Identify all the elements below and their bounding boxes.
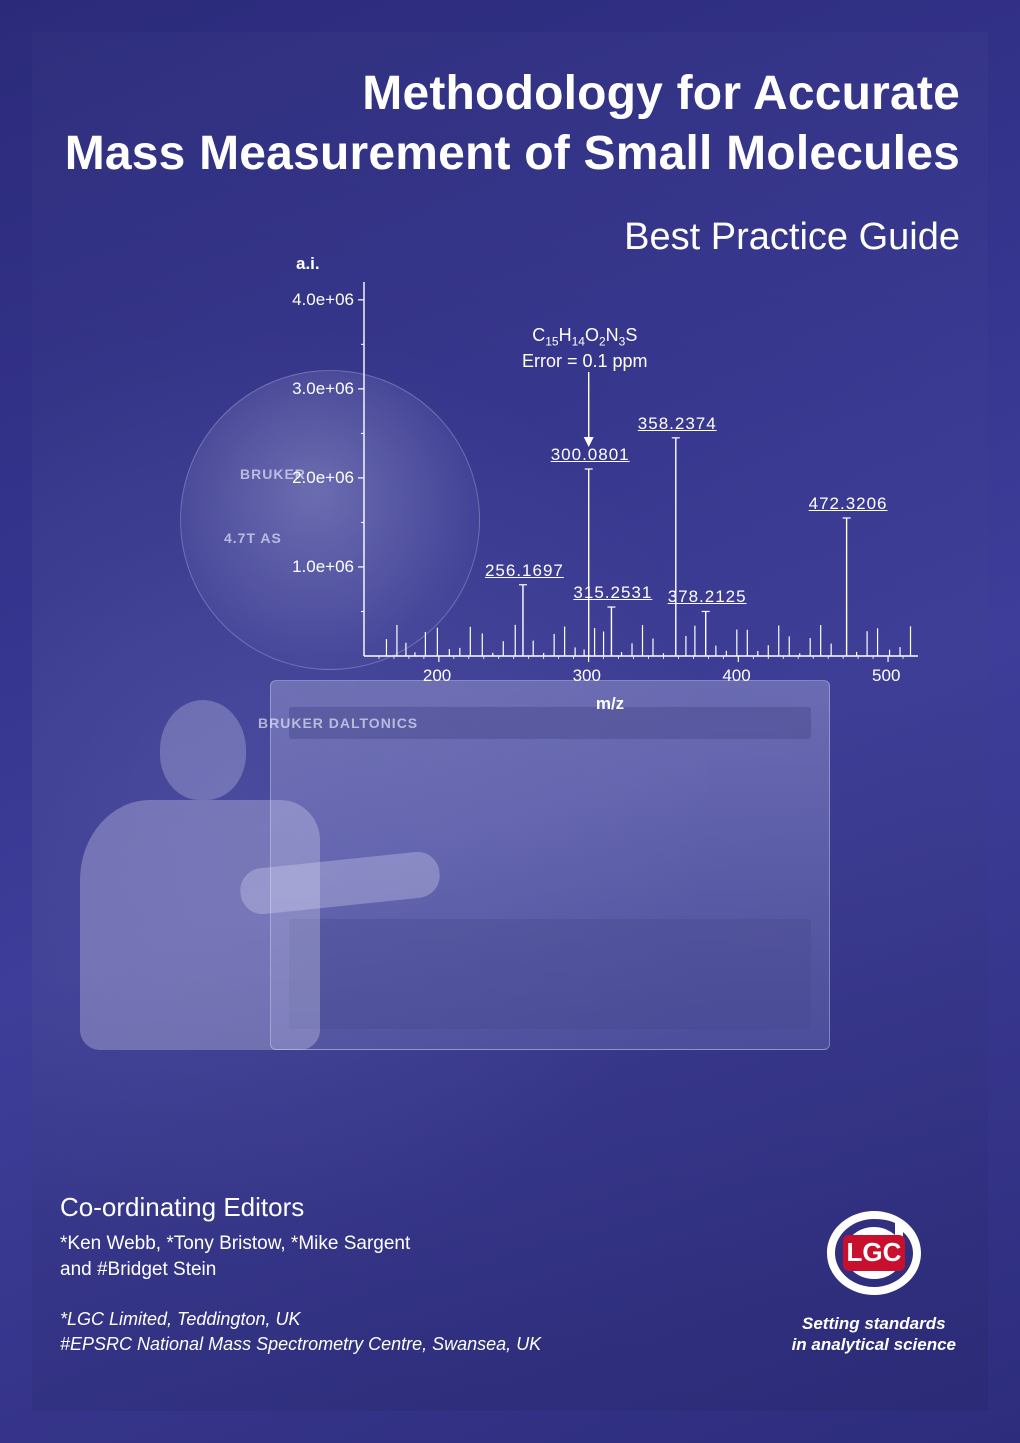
peak-label: 472.3206 [809,494,888,514]
peak-label: 315.2531 [573,583,652,603]
y-tick-label: 1.0e+06 [290,557,354,577]
cover-photo-area: BRUKER 4.7T AS BRUKER DALTONICS a.i. m/z… [60,260,960,1060]
editors-line-2: and #Bridget Stein [60,1259,680,1281]
scientist-illustration [20,650,310,1050]
peak-label: 358.2374 [638,414,717,434]
peak-label: 378.2125 [668,587,747,607]
x-tick-label: 500 [872,666,900,686]
editors-line-1: *Ken Webb, *Tony Bristow, *Mike Sargent [60,1233,680,1255]
y-tick-label: 2.0e+06 [290,468,354,488]
title-line-1: Methodology for Accurate [362,67,960,120]
brand-tagline: Setting standards in analytical science [792,1313,956,1356]
peak-annotation: C15H14O2N3S Error = 0.1 ppm [522,324,648,374]
x-tick-label: 400 [722,666,750,686]
mass-spectrum-chart: a.i. m/z C15H14O2N3S Error = 0.1 ppm 256… [290,260,930,710]
peak-label: 256.1697 [485,561,564,581]
x-axis-label: m/z [596,694,624,714]
peak-label: 300.0801 [551,445,630,465]
brand-block: LGC Setting standards in analytical scie… [792,1205,956,1356]
document-subtitle: Best Practice Guide [60,216,960,259]
y-tick-label: 4.0e+06 [290,290,354,310]
x-tick-label: 200 [423,666,451,686]
annotation-error: Error = 0.1 ppm [522,351,648,371]
tagline-line-2: in analytical science [792,1335,956,1354]
affiliations: *LGC Limited, Teddington, UK #EPSRC Nati… [60,1309,680,1355]
y-axis-label: a.i. [296,254,320,274]
y-tick-label: 3.0e+06 [290,379,354,399]
cover-page: Methodology for Accurate Mass Measuremen… [0,0,1020,1443]
tagline-line-1: Setting standards [802,1314,946,1333]
title-line-2: Mass Measurement of Small Molecules [65,127,960,180]
magnet-spec-label: 4.7T AS [224,530,282,546]
lgc-logo-text: LGC [846,1237,901,1267]
affiliation-2: #EPSRC National Mass Spectrometry Centre… [60,1334,680,1355]
lgc-logo: LGC [819,1205,929,1301]
x-tick-label: 300 [573,666,601,686]
document-title: Methodology for Accurate Mass Measuremen… [60,64,960,184]
editors-block: Co-ordinating Editors *Ken Webb, *Tony B… [60,1192,680,1359]
affiliation-1: *LGC Limited, Teddington, UK [60,1309,680,1330]
annotation-formula: C15H14O2N3S [532,325,637,345]
editors-heading: Co-ordinating Editors [60,1192,680,1223]
